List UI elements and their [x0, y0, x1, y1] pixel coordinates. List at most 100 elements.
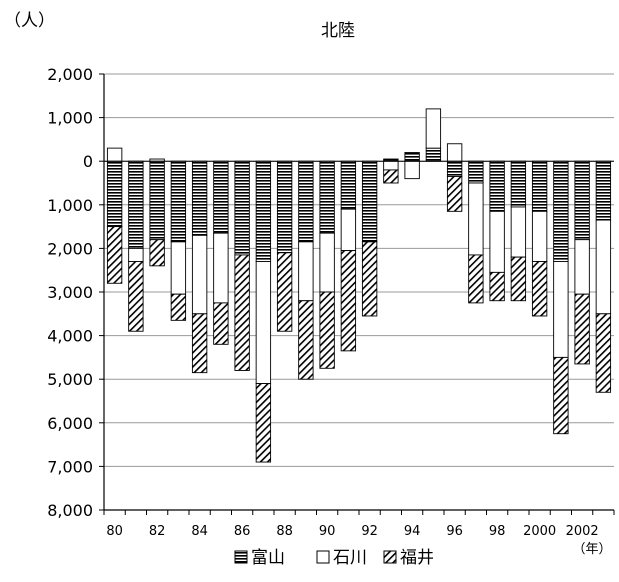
bar-segment-福井	[446, 176, 463, 212]
bar-segment-福井	[489, 271, 505, 302]
y-tick-label: 0	[83, 152, 93, 171]
y-tick-label: 1,000	[47, 196, 93, 215]
bar-segment-富山	[340, 160, 357, 210]
legend-swatch-富山	[234, 550, 248, 564]
y-tick-label: 2,000	[47, 239, 93, 258]
bar-segment-富山	[319, 160, 335, 234]
x-tick-label: 84	[191, 524, 208, 539]
bar-segment-富山	[574, 160, 590, 241]
bar-segment-福井	[531, 261, 548, 317]
bar-segment-福井	[319, 291, 335, 369]
bar-segment-富山	[255, 160, 272, 262]
bar-segment-富山	[106, 160, 123, 228]
y-tick-label: 3,000	[47, 283, 93, 302]
bar-segment-富山	[510, 160, 527, 208]
x-tick-label: 88	[276, 524, 293, 539]
bar-segment-石川	[574, 239, 590, 295]
bar-segment-石川	[298, 241, 314, 302]
bar-segment-富山	[468, 160, 484, 184]
bar-segment-福井	[574, 293, 590, 365]
legend: 富山 石川 福井	[234, 548, 434, 568]
x-tick-labels: 80 82 84 86 88 90 92 94 96 98 2000 2002	[106, 524, 598, 539]
legend-swatch-石川	[316, 550, 330, 564]
bar-segment-福井	[361, 241, 378, 317]
bar-segment-富山	[446, 160, 463, 177]
x-tick-label: 98	[489, 524, 506, 539]
bar-segment-石川	[489, 210, 505, 273]
y-axis-unit-label: （人）	[4, 11, 55, 31]
bar-segment-富山	[553, 160, 569, 262]
bar-segment-福井	[234, 254, 250, 371]
bar-segment-富山	[213, 160, 229, 234]
x-axis-unit-label: （年）	[572, 542, 611, 557]
x-tick-label: 94	[404, 524, 421, 539]
bar-segment-福井	[298, 300, 314, 380]
bar-segment-福井	[213, 302, 229, 345]
bar-segment-福井	[510, 256, 527, 302]
bar-segment-石川	[553, 261, 569, 358]
y-tick-label: 1,000	[47, 109, 93, 128]
axes	[99, 73, 615, 515]
bar-segment-富山	[531, 160, 548, 212]
bar-segment-石川	[191, 234, 208, 315]
bar-segment-石川	[404, 160, 420, 180]
bar-segment-福井	[149, 239, 165, 267]
bar-segment-富山	[128, 160, 144, 249]
bar-segment-富山	[361, 160, 378, 243]
bar-segment-福井	[191, 313, 208, 374]
bar-segment-石川	[340, 208, 357, 252]
bar-segment-石川	[128, 247, 144, 262]
bar-segment-福井	[276, 252, 293, 332]
y-tick-labels: 2,000 1,000 0 1,000 2,000 3,000 4,000 5,000 6,00…	[47, 65, 93, 520]
bar-segment-福井	[595, 313, 612, 393]
bar-segment-富山	[234, 160, 250, 256]
bar-segment-福井	[340, 250, 357, 352]
bar-segment-石川	[510, 206, 527, 258]
bar-segment-石川	[213, 232, 229, 304]
bar-segment-福井	[468, 254, 484, 304]
chart-title: 北陸	[321, 21, 355, 41]
bar-segment-富山	[404, 152, 420, 162]
x-tick-label: 92	[361, 524, 378, 539]
bar-segment-富山	[149, 160, 165, 241]
bar-segment-石川	[595, 219, 612, 315]
legend-label: 富山	[251, 548, 285, 568]
bar-segment-富山	[191, 160, 208, 236]
bar-segment-富山	[595, 160, 612, 221]
y-tick-label: 6,000	[47, 414, 93, 433]
bar-segment-石川	[446, 143, 463, 162]
x-tick-label: 90	[319, 524, 336, 539]
y-tick-label: 4,000	[47, 327, 93, 346]
x-tick-label: 82	[149, 524, 166, 539]
bars	[106, 108, 612, 463]
bar-segment-石川	[170, 241, 187, 295]
y-tick-label: 7,000	[47, 457, 93, 476]
y-tick-label: 5,000	[47, 370, 93, 389]
bar-segment-石川	[531, 210, 548, 262]
bar-segment-富山	[170, 160, 187, 243]
y-tick-label: 2,000	[47, 65, 93, 84]
bar-segment-福井	[128, 261, 144, 332]
bar-segment-石川	[106, 147, 123, 162]
bar-segment-富山	[298, 160, 314, 243]
y-tick-label: 8,000	[47, 501, 93, 520]
bar-segment-石川	[468, 182, 484, 256]
legend-label: 福井	[400, 548, 434, 568]
x-tick-label: 86	[234, 524, 251, 539]
bar-segment-福井	[255, 383, 272, 463]
bar-segment-富山	[425, 147, 442, 162]
bar-segment-福井	[170, 293, 187, 321]
x-tick-label: 2002	[566, 524, 599, 539]
bar-segment-富山	[489, 160, 505, 212]
x-tick-label: 2000	[523, 524, 556, 539]
bar-segment-石川	[425, 108, 442, 149]
bar-segment-福井	[553, 356, 569, 435]
bar-segment-福井	[383, 169, 399, 184]
bar-segment-石川	[255, 261, 272, 385]
x-tick-label: 80	[106, 524, 123, 539]
bar-segment-石川	[319, 232, 335, 293]
legend-label: 石川	[333, 548, 367, 568]
bar-segment-福井	[106, 226, 123, 284]
